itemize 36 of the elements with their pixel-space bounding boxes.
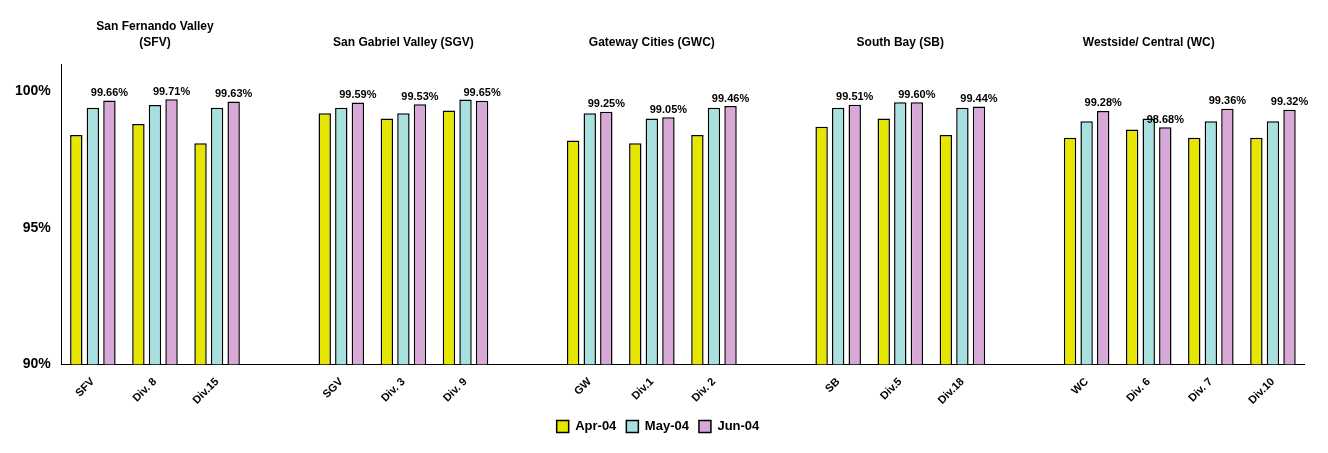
data-label: 99.66%	[90, 86, 129, 99]
data-label: 99.53%	[401, 89, 439, 102]
y-tick-label: 100%	[14, 82, 52, 99]
data-label: 99.36%	[1208, 94, 1247, 107]
text: Gateway Cities (GWC)	[588, 35, 715, 49]
x-tick-label: Div. 9	[440, 375, 470, 404]
data-label: 99.28%	[1084, 96, 1123, 109]
x-tick-label: Div. 2	[688, 375, 718, 404]
x-tick-label: WC	[1068, 375, 1091, 397]
x-tick-label: Div. 3	[378, 375, 407, 404]
legend-label: Apr-04	[575, 418, 618, 434]
x-tick-label: Div. 6	[1123, 375, 1153, 404]
y-tick-label: 90%	[22, 355, 52, 372]
data-label: 99.25%	[587, 97, 626, 110]
data-label: 99.65%	[463, 86, 501, 99]
data-label: 99.63%	[214, 86, 253, 99]
text: San Fernando Valley (SFV)	[96, 19, 214, 49]
data-label: 99.59%	[339, 88, 377, 101]
legend-label: Jun-04	[717, 418, 761, 434]
text: Westside/ Central (WC)	[1082, 35, 1215, 49]
text: San Gabriel Valley (SGV)	[333, 35, 474, 49]
data-label: 99.44%	[960, 92, 998, 105]
data-label: 99.60%	[898, 87, 936, 100]
data-label: 99.05%	[649, 102, 688, 115]
y-tick-label: 95%	[22, 218, 52, 235]
legend-label: May-04	[644, 418, 690, 434]
x-tick-label: Div. 8	[129, 375, 159, 404]
x-tick-label: Div. 7	[1185, 375, 1215, 404]
data-label: 99.71%	[152, 84, 191, 97]
x-tick-label: SB	[822, 375, 842, 395]
data-label: 99.51%	[836, 90, 874, 103]
data-label: 98.68%	[1146, 112, 1185, 125]
data-label: 99.46%	[711, 91, 750, 104]
data-label: 99.32%	[1270, 95, 1309, 108]
x-tick-label: GW	[571, 374, 594, 397]
text: South Bay (SB)	[856, 35, 944, 49]
